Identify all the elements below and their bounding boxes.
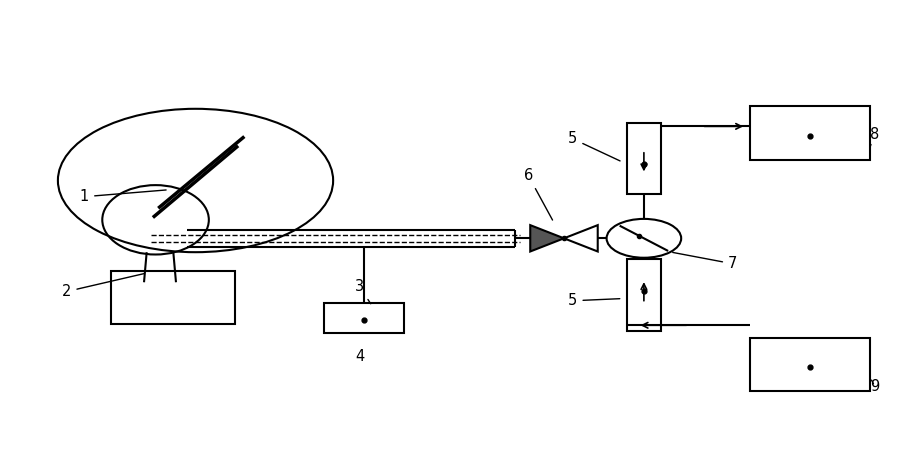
Text: 3: 3: [355, 279, 371, 304]
Text: 1: 1: [80, 189, 166, 204]
Text: 6: 6: [524, 169, 553, 220]
Text: 8: 8: [870, 127, 880, 146]
Bar: [627, 123, 660, 194]
Bar: [750, 107, 871, 160]
Bar: [750, 338, 871, 391]
Polygon shape: [564, 225, 598, 252]
Polygon shape: [530, 225, 564, 252]
Text: 5: 5: [568, 131, 620, 161]
Text: 4: 4: [355, 349, 364, 364]
Text: 7: 7: [673, 253, 737, 271]
Bar: [324, 303, 404, 333]
Bar: [627, 259, 660, 331]
Text: 5: 5: [568, 293, 620, 308]
Bar: [111, 271, 236, 324]
Text: 2: 2: [63, 274, 144, 299]
Text: 9: 9: [870, 379, 880, 394]
